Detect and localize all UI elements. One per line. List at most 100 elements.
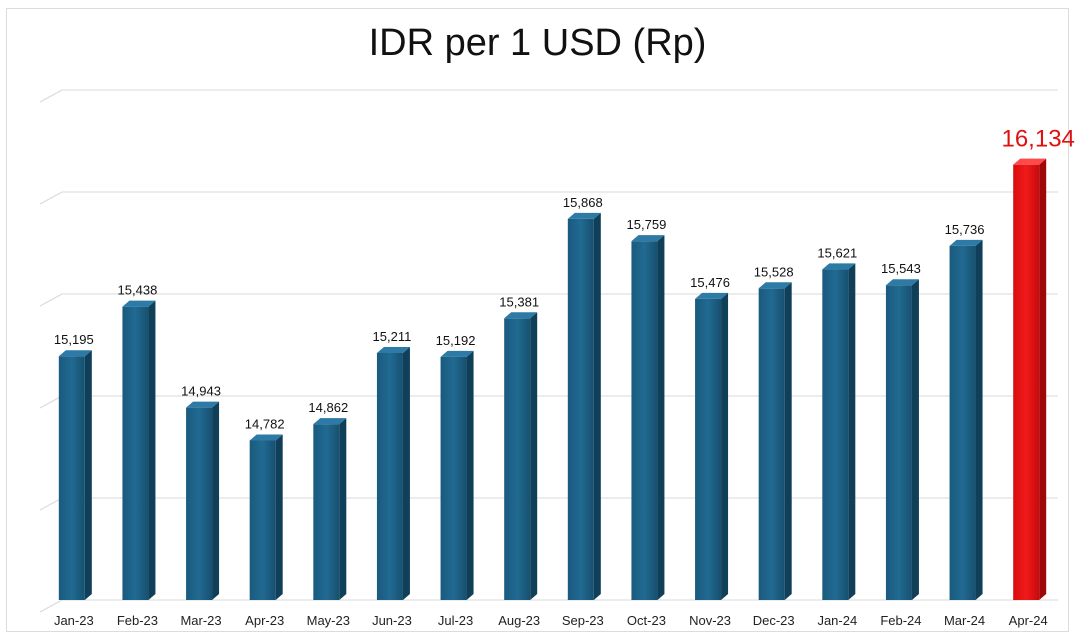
gridline-edge: [39, 395, 63, 409]
data-label: 15,528: [754, 264, 794, 279]
bar-side: [657, 235, 665, 600]
bar-Jan-23: [58, 350, 92, 600]
bar-Nov-23: [695, 292, 729, 600]
bar-side: [84, 350, 92, 600]
x-tick-label: Aug-23: [498, 613, 540, 628]
data-label: 15,192: [436, 333, 476, 348]
data-label: 15,868: [563, 195, 603, 210]
x-tick-label: Feb-24: [880, 613, 921, 628]
x-tick-label: Jul-23: [438, 613, 473, 628]
bar-side: [339, 418, 347, 600]
gridline-edge: [39, 599, 63, 613]
data-label: 15,381: [499, 294, 539, 309]
bar-Aug-23: [504, 312, 538, 600]
bar-front: [313, 424, 340, 600]
bar-Jul-23: [440, 350, 474, 600]
bar-Apr-23: [249, 434, 283, 600]
bar-front: [1013, 164, 1040, 600]
bar-front: [122, 306, 149, 600]
bar-side: [530, 312, 538, 600]
bar-top: [822, 263, 856, 270]
bar-top: [249, 434, 283, 441]
x-tick-label: Sep-23: [562, 613, 604, 628]
x-tick-labels: Jan-23 Feb-23 Mar-23 Apr-23 May-23 Jun-23 Jul-…: [54, 613, 1048, 628]
bar-Apr-24: [1013, 158, 1047, 600]
bar-Feb-24: [885, 279, 919, 600]
chart-title: IDR per 1 USD (Rp): [368, 22, 707, 64]
bar-top: [695, 292, 729, 299]
bar-side: [402, 346, 410, 600]
x-tick-label: Nov-23: [689, 613, 731, 628]
bar-side: [466, 350, 474, 600]
bar-top: [567, 212, 601, 219]
data-label: 15,476: [690, 275, 730, 290]
bar-Dec-23: [758, 282, 792, 600]
bar-side: [148, 300, 156, 600]
bar-front: [567, 218, 594, 601]
data-label: 14,943: [181, 384, 221, 399]
bar-top: [885, 279, 919, 286]
data-label: 14,862: [308, 400, 348, 415]
bar-front: [376, 352, 403, 600]
bar-front: [822, 269, 849, 600]
x-tick-label: Mar-24: [944, 613, 985, 628]
data-labels: 15,195 15,438 14,943 14,782 14,862 15,211 15,1…: [54, 126, 1075, 432]
data-label: 14,782: [245, 416, 285, 431]
data-label: 15,543: [881, 261, 921, 276]
bar-front: [58, 356, 85, 600]
data-label: 15,759: [627, 217, 667, 232]
bar-front: [695, 298, 722, 600]
bar-front: [758, 288, 785, 600]
bar-top: [313, 418, 347, 425]
bar-top: [58, 350, 92, 357]
bar-front: [249, 440, 276, 600]
bar-side: [721, 292, 729, 600]
data-label: 15,736: [945, 222, 985, 237]
bar-top: [376, 346, 410, 353]
bar-front: [440, 356, 467, 600]
bar-side: [975, 239, 983, 600]
x-tick-label: Jan-23: [54, 613, 94, 628]
bar-Mar-24: [949, 239, 983, 600]
bar-top: [1013, 158, 1047, 165]
bar-side: [1039, 158, 1047, 600]
bar-front: [186, 407, 213, 600]
bar-top: [186, 401, 220, 408]
bar-Jun-23: [376, 346, 410, 600]
data-label: 16,134: [1001, 126, 1074, 153]
x-tick-label: Feb-23: [117, 613, 158, 628]
bar-front: [949, 245, 976, 600]
bar-Sep-23: [567, 212, 601, 601]
gridline-edge: [39, 191, 63, 205]
gridline-edge: [39, 89, 63, 103]
bar-side: [593, 212, 601, 601]
bar-front: [631, 241, 658, 600]
bar-Jan-24: [822, 263, 856, 600]
bar-front: [885, 285, 912, 600]
bar-top: [122, 300, 156, 307]
bar-side: [784, 282, 792, 600]
x-tick-label: Dec-23: [753, 613, 795, 628]
x-tick-label: Jan-24: [817, 613, 857, 628]
bars: [58, 158, 1047, 601]
bar-side: [911, 279, 919, 600]
bar-side: [212, 401, 220, 600]
x-tick-label: May-23: [307, 613, 350, 628]
data-label: 15,621: [817, 245, 857, 260]
bar-side: [848, 263, 856, 600]
bar-Mar-23: [186, 401, 220, 600]
data-label: 15,438: [118, 283, 158, 298]
bar-Oct-23: [631, 235, 665, 600]
bar-side: [275, 434, 283, 600]
bar-top: [758, 282, 792, 289]
bar-front: [504, 318, 531, 600]
x-tick-label: Mar-23: [180, 613, 221, 628]
bar-top: [631, 235, 665, 242]
x-tick-label: Oct-23: [627, 613, 666, 628]
x-tick-label: Apr-24: [1009, 613, 1048, 628]
gridline-edge: [39, 293, 63, 307]
x-tick-label: Apr-23: [245, 613, 284, 628]
bar-top: [949, 239, 983, 246]
x-tick-label: Jun-23: [372, 613, 412, 628]
